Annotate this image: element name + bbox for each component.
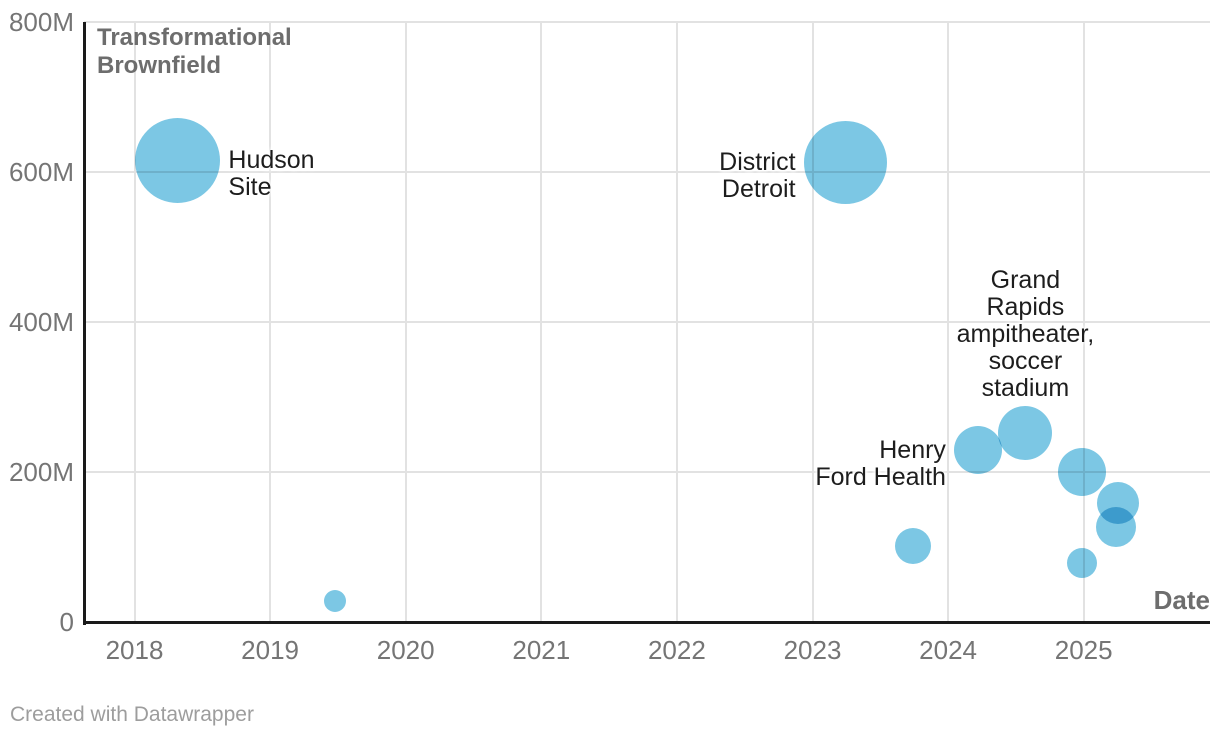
gridline-x-2020 (404, 22, 407, 622)
x-tick-label-2025: 2025 (1054, 635, 1113, 665)
bubble-henry-ford-health[interactable] (953, 426, 1002, 475)
x-tick-label-2024: 2024 (919, 635, 978, 665)
bubble-district-detroit[interactable] (803, 120, 887, 204)
x-axis-line (83, 621, 1210, 624)
gridline-x-2024 (947, 22, 950, 622)
y-tick-label-0: 0 (59, 607, 74, 637)
bubble-unlabeled[interactable] (1096, 506, 1137, 547)
bubble-unlabeled[interactable] (1058, 448, 1107, 496)
gridline-x-2018 (133, 22, 136, 622)
y-tick-label-400M: 400M (8, 307, 74, 337)
x-tick-label-2023: 2023 (783, 635, 842, 665)
gridline-y-800M (84, 21, 1210, 23)
bubble-hudson-site[interactable] (135, 118, 221, 204)
y-axis-line (83, 22, 86, 625)
bubble-unlabeled[interactable] (1067, 547, 1098, 578)
x-tick-label-2021: 2021 (512, 635, 571, 665)
point-label-henry-ford-health: Henry Ford Health (815, 435, 946, 491)
bubble-grand-rapids-ampitheater-soccer-stadium[interactable] (998, 406, 1053, 460)
gridline-x-2019 (269, 22, 272, 622)
point-label-hudson-site: Hudson Site (228, 146, 315, 202)
point-label-grand-rapids-ampitheater-soccer-stadium: Grand Rapids ampitheater, soccer stadium (956, 266, 1095, 402)
datawrapper-attribution-link[interactable]: Created with Datawrapper (10, 703, 254, 726)
x-axis-title: Date (1153, 585, 1210, 615)
gridline-x-2025 (1082, 22, 1085, 622)
x-tick-label-2018: 2018 (105, 635, 164, 665)
y-tick-label-200M: 200M (8, 457, 74, 487)
bubble-unlabeled[interactable] (894, 528, 931, 565)
x-tick-label-2020: 2020 (376, 635, 435, 665)
y-tick-label-800M: 800M (8, 7, 74, 37)
gridline-x-2022 (675, 22, 678, 622)
gridline-y-600M (84, 171, 1210, 173)
gridline-y-200M (84, 471, 1210, 473)
annotation-transformational-brownfield: Transformational Brownfield (97, 24, 292, 79)
point-label-district-detroit: District Detroit (719, 147, 796, 203)
gridline-x-2021 (540, 22, 543, 622)
x-tick-label-2022: 2022 (647, 635, 706, 665)
x-tick-label-2019: 2019 (241, 635, 300, 665)
bubble-unlabeled[interactable] (324, 590, 347, 612)
y-tick-label-600M: 600M (8, 157, 74, 187)
gridline-x-2023 (811, 22, 814, 622)
gridline-y-400M (84, 321, 1210, 323)
